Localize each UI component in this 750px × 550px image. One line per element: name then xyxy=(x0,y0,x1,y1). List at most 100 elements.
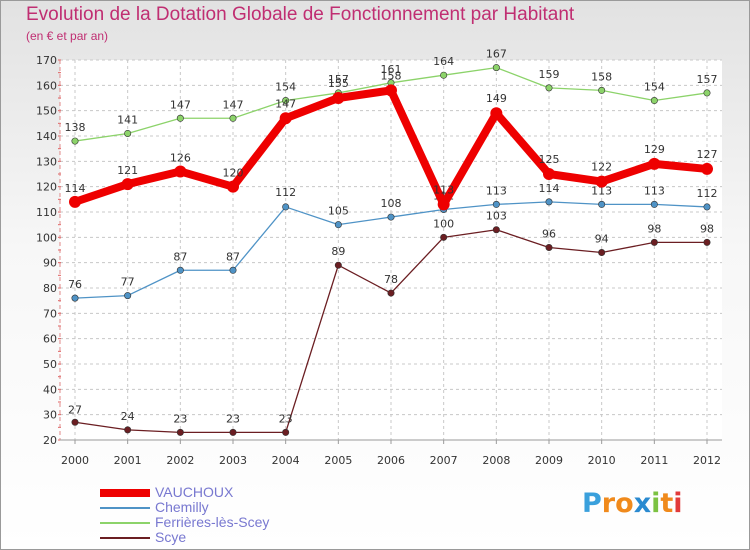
data-label-scye: 98 xyxy=(647,222,661,235)
data-point-scye xyxy=(71,418,79,426)
data-label-chemilly: 87 xyxy=(173,250,187,263)
data-label-vauchoux: 127 xyxy=(697,148,718,161)
data-label-ferrieres-les-scey: 147 xyxy=(223,98,244,111)
data-point-ferrieres-les-scey xyxy=(282,97,290,105)
legend-item-vauchoux: VAUCHOUX xyxy=(100,485,269,500)
data-point-chemilly xyxy=(545,198,553,206)
data-point-chemilly xyxy=(492,200,500,208)
data-point-scye xyxy=(229,428,237,436)
data-point-vauchoux xyxy=(701,162,713,175)
data-label-scye: 94 xyxy=(595,233,609,246)
y-tick-label: 60 xyxy=(43,333,57,346)
legend-swatch-ferrieres-les-scey xyxy=(100,521,150,524)
data-label-scye: 100 xyxy=(433,217,454,230)
data-point-scye xyxy=(598,249,606,257)
data-label-ferrieres-les-scey: 154 xyxy=(275,81,296,94)
data-point-scye xyxy=(124,426,132,434)
data-label-vauchoux: 147 xyxy=(275,97,296,110)
x-tick-label: 2009 xyxy=(535,454,563,467)
legend-item-scye: Scye xyxy=(100,530,269,545)
data-label-chemilly: 77 xyxy=(121,276,135,289)
data-point-chemilly xyxy=(229,266,237,274)
y-tick-label: 170 xyxy=(36,54,57,67)
chart-legend: VAUCHOUX Chemilly Ferrières-lès-Scey Scye xyxy=(100,485,269,545)
data-point-vauchoux xyxy=(437,198,450,211)
data-point-ferrieres-les-scey xyxy=(492,64,500,72)
x-tick-label: 2001 xyxy=(114,454,142,467)
logo-letter: t xyxy=(660,488,674,519)
x-tick-label: 2004 xyxy=(272,454,300,467)
data-point-scye xyxy=(440,233,448,241)
y-tick-label: 20 xyxy=(43,434,57,447)
data-label-ferrieres-les-scey: 158 xyxy=(591,70,612,83)
data-point-scye xyxy=(545,243,553,251)
data-label-scye: 98 xyxy=(700,222,714,235)
x-tick-label: 2008 xyxy=(482,454,510,467)
data-point-vauchoux xyxy=(69,195,81,208)
data-point-chemilly xyxy=(598,200,606,208)
y-tick-label: 30 xyxy=(43,409,57,422)
data-point-ferrieres-les-scey xyxy=(124,129,132,137)
y-tick-label: 100 xyxy=(36,231,57,244)
x-tick-label: 2011 xyxy=(640,454,668,467)
data-point-chemilly xyxy=(282,203,290,211)
data-point-vauchoux xyxy=(385,84,397,97)
x-tick-label: 2005 xyxy=(324,454,352,467)
y-tick-label: 90 xyxy=(43,257,57,270)
data-point-chemilly xyxy=(176,266,184,274)
data-label-vauchoux: 155 xyxy=(328,77,349,90)
data-label-scye: 27 xyxy=(68,403,82,416)
legend-label-scye: Scye xyxy=(155,529,187,545)
logo-letter: P xyxy=(582,488,602,519)
data-point-ferrieres-les-scey xyxy=(598,86,606,94)
data-label-ferrieres-les-scey: 147 xyxy=(170,98,191,111)
data-label-vauchoux: 113 xyxy=(433,183,454,196)
data-label-scye: 24 xyxy=(121,410,135,423)
y-tick-label: 80 xyxy=(43,282,57,295)
data-point-chemilly xyxy=(71,294,79,302)
data-label-scye: 78 xyxy=(384,273,398,286)
data-point-ferrieres-les-scey xyxy=(545,84,553,92)
data-point-chemilly xyxy=(703,203,711,211)
data-label-chemilly: 113 xyxy=(644,184,665,197)
data-label-ferrieres-les-scey: 164 xyxy=(433,55,454,68)
data-point-scye xyxy=(387,289,395,297)
data-point-vauchoux xyxy=(595,175,608,188)
chart-title: Evolution de la Dotation Globale de Fonc… xyxy=(26,4,575,25)
data-label-chemilly: 112 xyxy=(275,186,296,199)
proxiti-logo: Proxiti xyxy=(582,488,683,519)
data-label-ferrieres-les-scey: 157 xyxy=(328,73,349,86)
y-tick-label: 130 xyxy=(36,155,57,168)
y-tick-label: 140 xyxy=(36,130,57,143)
x-tick-label: 2000 xyxy=(61,454,89,467)
data-point-scye xyxy=(334,261,342,269)
data-point-scye xyxy=(492,226,500,234)
data-label-ferrieres-les-scey: 167 xyxy=(486,48,507,61)
data-label-vauchoux: 114 xyxy=(65,182,86,195)
data-point-vauchoux xyxy=(174,165,187,178)
data-label-chemilly: 76 xyxy=(68,278,82,291)
data-label-chemilly: 114 xyxy=(539,182,560,195)
data-label-ferrieres-les-scey: 138 xyxy=(65,121,86,134)
data-label-vauchoux: 120 xyxy=(223,167,244,180)
data-point-chemilly xyxy=(334,221,342,229)
data-label-scye: 96 xyxy=(542,227,556,240)
data-label-chemilly: 87 xyxy=(226,250,240,263)
y-tick-label: 50 xyxy=(43,358,57,371)
data-label-ferrieres-les-scey: 159 xyxy=(539,68,560,81)
logo-letter: i xyxy=(651,488,661,519)
y-tick-label: 160 xyxy=(36,79,57,92)
data-point-scye xyxy=(650,238,658,246)
data-point-scye xyxy=(703,238,711,246)
y-tick-label: 70 xyxy=(43,307,57,320)
data-point-ferrieres-les-scey xyxy=(229,114,237,122)
data-label-scye: 23 xyxy=(279,412,293,425)
x-tick-label: 2012 xyxy=(693,454,721,467)
data-label-ferrieres-les-scey: 154 xyxy=(644,81,665,94)
y-tick-label: 110 xyxy=(36,206,57,219)
data-point-vauchoux xyxy=(121,178,134,191)
x-tick-label: 2003 xyxy=(219,454,247,467)
y-tick-label: 120 xyxy=(36,181,57,194)
data-point-ferrieres-les-scey xyxy=(176,114,184,122)
x-tick-label: 2002 xyxy=(166,454,194,467)
